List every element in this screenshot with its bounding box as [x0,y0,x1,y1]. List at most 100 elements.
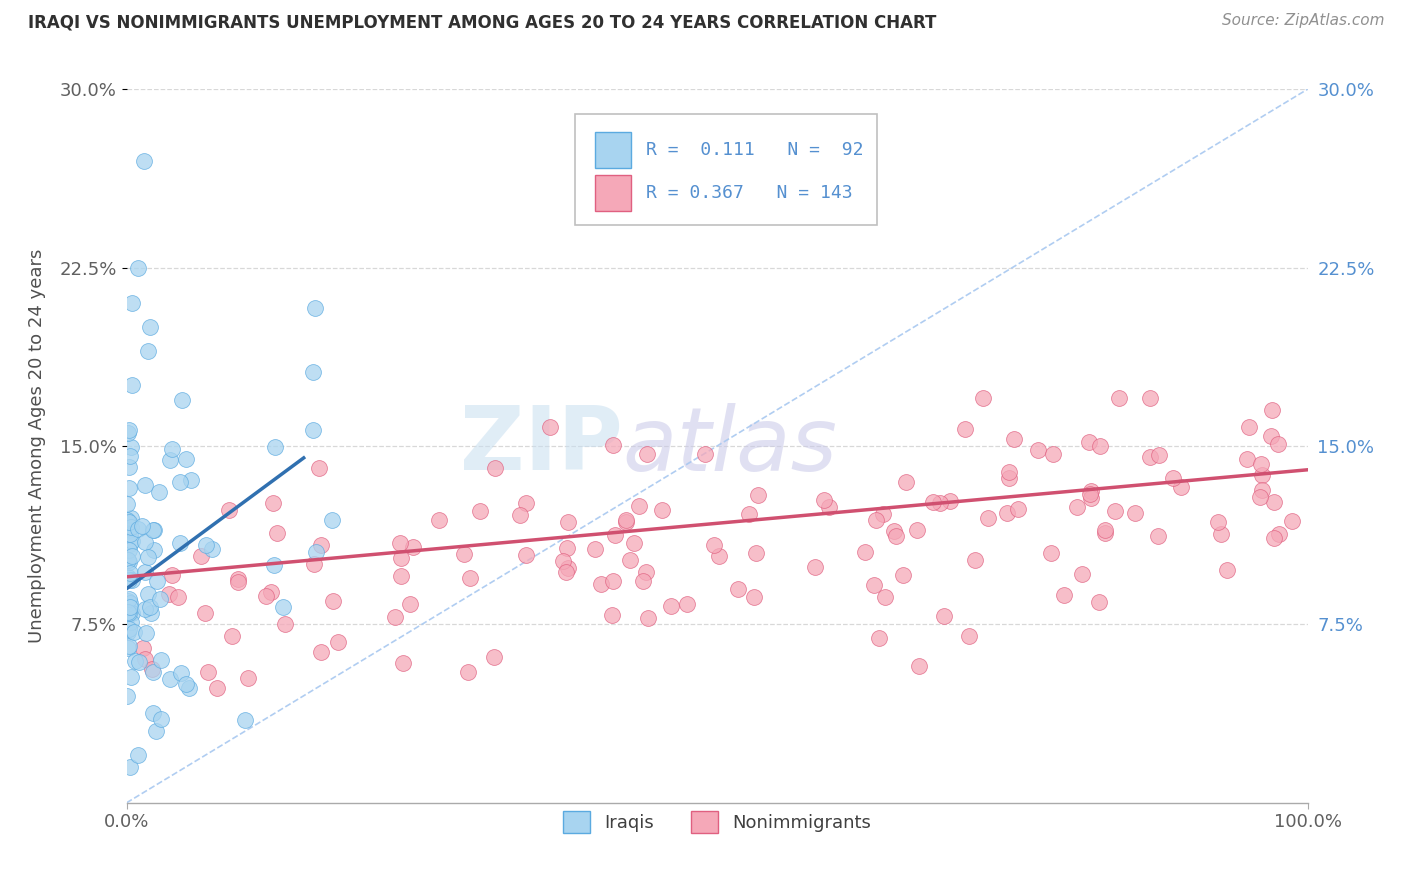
Y-axis label: Unemployment Among Ages 20 to 24 years: Unemployment Among Ages 20 to 24 years [28,249,45,643]
Point [1040,545,1063,559]
Point [260,584,283,599]
Bar [595,132,631,168]
Point [311,537,333,551]
Point [389,550,412,565]
Point [427,513,450,527]
Point [170,666,193,681]
Point [600,608,623,623]
Point [176,452,198,467]
Point [1139,450,1161,464]
Point [174,677,197,691]
Point [457,665,479,680]
Point [271,600,294,615]
Point [117,423,139,437]
Point [127,260,149,275]
Point [236,671,259,685]
Point [399,597,422,611]
Point [207,681,229,696]
Point [1070,567,1092,582]
Point [1053,588,1076,602]
Point [1216,563,1239,577]
Point [453,547,475,561]
Point [321,513,343,527]
Point [1236,451,1258,466]
Point [141,607,163,621]
Point [747,487,769,501]
Point [159,672,181,686]
Point [744,546,766,560]
Point [557,515,579,529]
Point [149,652,172,666]
Point [1268,527,1291,541]
Point [134,602,156,616]
FancyBboxPatch shape [575,114,876,225]
Point [589,576,612,591]
Point [127,522,149,536]
Point [555,566,578,580]
Point [135,626,157,640]
Point [392,657,415,671]
Point [115,513,138,527]
Point [197,665,219,679]
Point [693,447,716,461]
Point [134,535,156,549]
Point [742,590,765,604]
Point [120,511,142,525]
Point [1147,529,1170,543]
Text: R =  0.111   N =  92: R = 0.111 N = 92 [647,141,863,159]
Point [194,538,217,552]
Point [142,542,165,557]
Point [308,461,330,475]
Point [157,586,180,600]
Point [117,640,139,655]
Point [124,654,146,668]
Point [905,524,928,538]
Point [929,495,952,509]
Point [139,599,162,614]
Point [304,301,326,315]
Point [118,566,141,580]
Point [872,507,894,521]
Point [470,503,492,517]
Point [226,572,249,586]
Point [922,495,945,509]
Point [1237,420,1260,434]
Point [149,712,172,726]
Point [136,587,159,601]
Point [555,541,578,555]
Point [602,574,624,589]
Point [117,570,139,584]
Point [190,549,212,563]
Point [1208,516,1230,530]
Point [939,494,962,508]
Point [139,320,162,334]
Point [134,652,156,666]
Point [121,549,143,563]
Point [484,461,506,475]
Point [1080,484,1102,499]
Point [482,650,505,665]
Point [1042,447,1064,461]
Point [402,541,425,555]
Point [1094,523,1116,537]
Point [538,420,561,434]
Point [1077,435,1099,450]
Point [117,594,139,608]
Point [117,690,139,704]
Point [884,529,907,543]
Point [873,591,896,605]
Point [159,452,181,467]
Point [627,500,650,514]
Point [804,560,827,574]
Point [263,558,285,573]
Point [1249,490,1271,504]
Point [149,592,172,607]
Point [142,523,165,537]
Point [180,473,202,487]
Point [118,537,141,551]
Point [120,596,142,610]
Point [143,523,166,537]
Legend: Iraqis, Nonimmigrants: Iraqis, Nonimmigrants [555,804,879,840]
Point [998,465,1021,479]
Point [817,500,839,515]
